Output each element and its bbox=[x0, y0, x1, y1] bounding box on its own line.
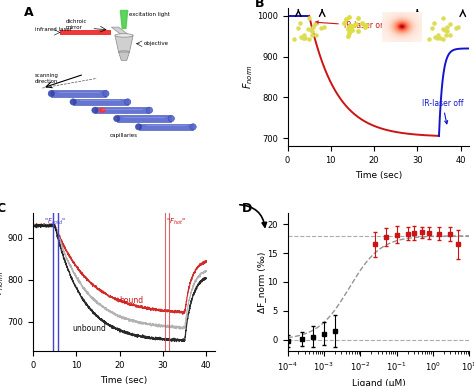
Ellipse shape bbox=[114, 115, 120, 122]
Text: capillaries: capillaries bbox=[110, 133, 138, 138]
Text: excitation light: excitation light bbox=[129, 12, 170, 17]
Ellipse shape bbox=[115, 34, 133, 37]
Ellipse shape bbox=[70, 99, 76, 105]
Ellipse shape bbox=[168, 115, 174, 122]
Polygon shape bbox=[111, 27, 129, 36]
Ellipse shape bbox=[146, 107, 153, 113]
Text: C: C bbox=[0, 201, 6, 215]
X-axis label: Ligand (μM): Ligand (μM) bbox=[352, 379, 405, 386]
Text: D: D bbox=[242, 201, 252, 215]
Ellipse shape bbox=[99, 108, 105, 112]
Polygon shape bbox=[115, 36, 133, 52]
Text: dichroic
mirror: dichroic mirror bbox=[66, 19, 87, 30]
Bar bbox=[60, 30, 111, 35]
Y-axis label: ΔF_norm (‰): ΔF_norm (‰) bbox=[257, 251, 266, 313]
Ellipse shape bbox=[92, 107, 98, 113]
Bar bbox=[138, 124, 193, 130]
Text: infrared laser: infrared laser bbox=[35, 27, 72, 32]
Bar bbox=[51, 90, 106, 97]
Text: IR-laser off: IR-laser off bbox=[422, 98, 463, 124]
Ellipse shape bbox=[125, 99, 131, 105]
Text: "$F_{cold}$": "$F_{cold}$" bbox=[45, 217, 66, 227]
Text: IR-laser on: IR-laser on bbox=[315, 21, 385, 30]
Text: objective: objective bbox=[144, 41, 169, 46]
Text: unbound: unbound bbox=[72, 324, 106, 333]
Y-axis label: $F_{norm}$: $F_{norm}$ bbox=[0, 269, 6, 295]
Bar bbox=[117, 115, 171, 122]
Ellipse shape bbox=[48, 90, 55, 97]
Bar bbox=[95, 107, 149, 113]
Text: scanning
direction: scanning direction bbox=[35, 73, 59, 84]
Ellipse shape bbox=[103, 90, 109, 97]
Polygon shape bbox=[118, 52, 129, 60]
Text: A: A bbox=[24, 6, 34, 19]
Y-axis label: $F_{norm}$: $F_{norm}$ bbox=[242, 64, 255, 90]
Ellipse shape bbox=[118, 51, 129, 53]
X-axis label: Time (sec): Time (sec) bbox=[100, 376, 148, 384]
Ellipse shape bbox=[136, 124, 142, 130]
Ellipse shape bbox=[190, 124, 196, 130]
X-axis label: Time (sec): Time (sec) bbox=[355, 171, 402, 179]
Text: B: B bbox=[255, 0, 264, 10]
Polygon shape bbox=[120, 10, 128, 29]
Bar bbox=[73, 99, 128, 105]
Text: bound: bound bbox=[120, 296, 144, 305]
Text: "$F_{hot}$": "$F_{hot}$" bbox=[166, 217, 186, 227]
